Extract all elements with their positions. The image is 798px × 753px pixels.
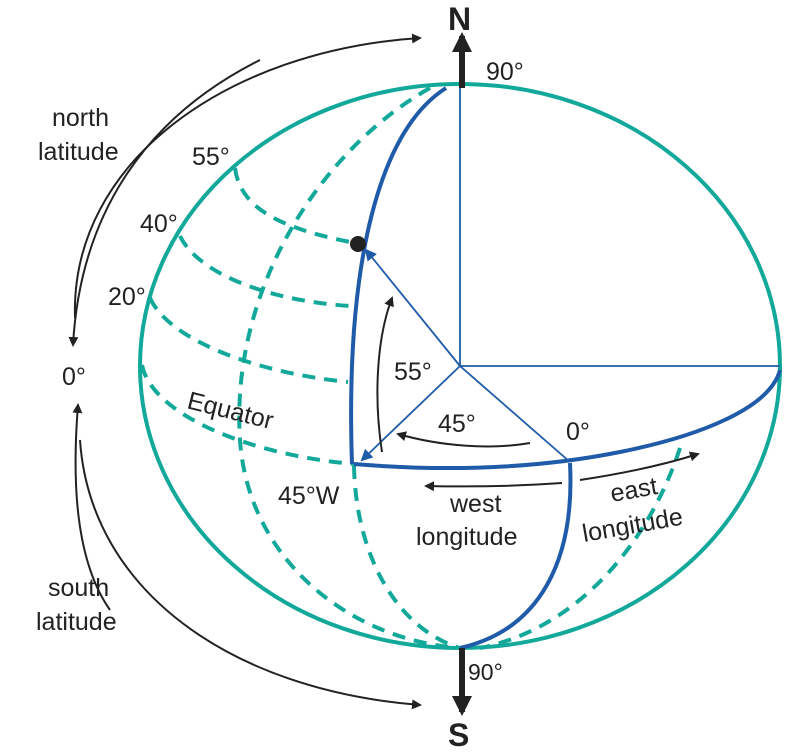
prime-meridian — [459, 462, 573, 650]
longitude-45w-lower — [352, 465, 461, 650]
longitude-45w-label: 45°W — [278, 482, 340, 510]
latitude-40-label: 40° — [140, 210, 178, 238]
longitude-0-label: 0° — [566, 418, 590, 446]
east-longitude-label-line2: longitude — [580, 503, 685, 548]
north-latitude-arrow-up — [73, 33, 422, 319]
south-pole-label: S — [448, 717, 469, 753]
equator-front — [353, 369, 782, 470]
radius-prime-line — [459, 365, 571, 463]
north-latitude-label-line2: latitude — [38, 138, 119, 166]
equator-label: Equator — [185, 387, 277, 435]
latitude-55-line — [233, 167, 351, 244]
latitude-0-label: 0° — [62, 363, 86, 391]
west-longitude-arrow — [424, 481, 563, 492]
south-latitude-label-line1: south — [48, 574, 109, 602]
angle-45-arrow — [396, 431, 531, 448]
south-90-label: 90° — [468, 659, 503, 685]
equator-back-line — [140, 364, 355, 466]
west-longitude-label-line2: longitude — [416, 523, 517, 551]
angle-45-label: 45° — [438, 410, 476, 438]
north-latitude-label-line1: north — [52, 104, 109, 132]
angle-55-label: 55° — [394, 358, 432, 386]
north-latitude-arrow-down — [68, 59, 261, 347]
meridian-45w — [349, 86, 448, 465]
north-pole-label: N — [448, 1, 471, 37]
south-latitude-label-line2: latitude — [36, 608, 117, 636]
angle-55-arrow — [376, 296, 394, 453]
west-longitude-label-line1: west — [449, 490, 501, 518]
east-longitude-label-line1: east — [608, 472, 659, 508]
east-longitude-arrow — [579, 451, 700, 481]
south-latitude-arrow-down — [79, 439, 422, 710]
latitude-20-label: 20° — [108, 283, 146, 311]
south-latitude-arrow-up — [72, 403, 111, 611]
latitude-20-line — [148, 297, 349, 384]
radius-point-arrow — [364, 248, 461, 367]
longitude-back-meridian — [237, 86, 461, 650]
radius-45w-arrow — [360, 365, 461, 462]
north-90-label: 90° — [486, 58, 524, 86]
latitude-40-line — [178, 235, 351, 308]
location-point — [350, 236, 366, 252]
latitude-55-label: 55° — [192, 143, 230, 171]
